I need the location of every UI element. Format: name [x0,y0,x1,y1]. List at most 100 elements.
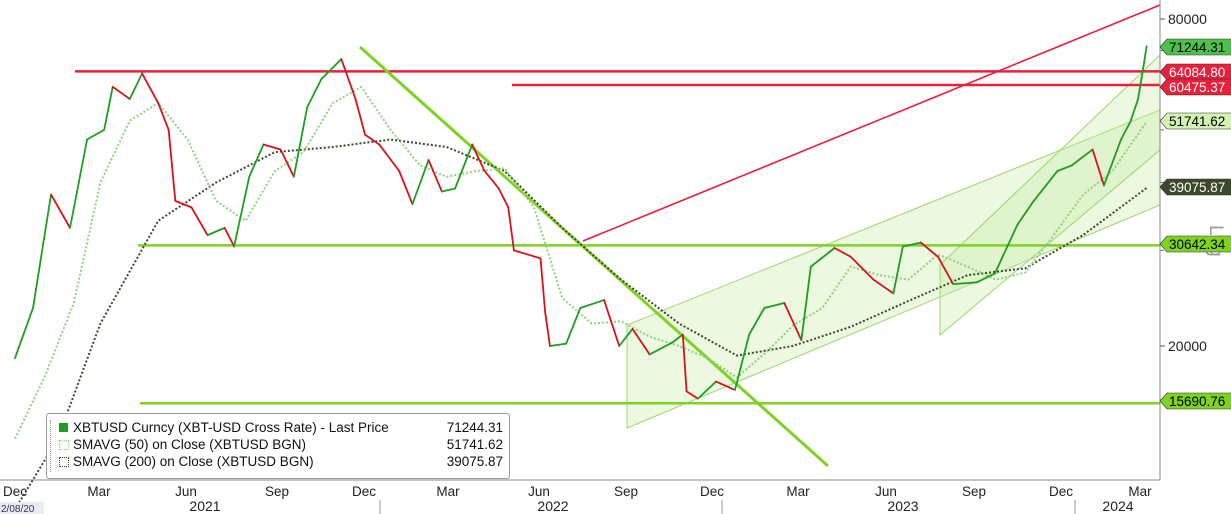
legend-grip [50,420,55,472]
price-tag-1 [1159,63,1231,81]
price-series [14,45,1148,511]
price-segment-26 [378,143,401,172]
price-segment-21 [306,78,323,109]
x-month-label-9: Mar [786,484,810,499]
price-segment-22 [320,58,343,81]
legend-row-price: XBTUSD Curncy (XBT-USD Cross Rate) - Las… [55,420,503,437]
price-segment-57 [809,247,836,268]
price-segment-9 [141,72,160,105]
price-segment-61 [892,245,904,295]
price-segment-23 [340,58,357,100]
price-tag-5 [1159,235,1231,253]
price-segment-3 [50,193,71,229]
legend-label-price: XBTUSD Curncy (XBT-USD Cross Rate) - Las… [73,420,389,435]
price-segment-70 [1056,164,1073,172]
legend-row-sma50: SMAVG (50) on Close (XBTUSD BGN) 51741.6… [55,437,503,454]
price-tag-0 [1159,38,1231,56]
price-segment-2 [32,193,52,309]
price-segment-45 [631,328,651,356]
price-tag-label-4: 39075.87 [1169,180,1225,195]
x-month-label-10: Jun [875,484,897,499]
start-date-label: 2/08/20 [1,504,35,514]
price-segment-11 [167,128,177,202]
price-segment-34 [497,187,510,209]
price-segment-60 [872,278,895,295]
price-segment-29 [427,159,443,193]
x-month-label-4: Dec [352,484,376,499]
price-segment-66 [975,272,996,284]
horizontal-levels [75,70,1160,405]
x-year-label-2: 2023 [887,498,918,514]
price-tag-label-2: 60475.37 [1169,80,1225,95]
price-segment-27 [398,170,414,205]
price-segment-47 [671,333,684,344]
price-segment-42 [579,299,605,309]
legend-row-sma200: SMAVG (200) on Close (XBTUSD BGN) 39075.… [55,454,503,471]
price-segment-50 [697,380,717,400]
price-segment-24 [354,98,366,136]
price-segment-19 [279,148,295,178]
price-segment-62 [901,241,922,248]
price-segment-31 [454,143,474,190]
sma200-line [14,138,1148,511]
price-segment-36 [513,249,529,256]
price-tag-label-0: 71244.31 [1169,40,1225,55]
price-tag-4 [1159,178,1231,196]
price-segment-17 [248,143,265,178]
price-tag-6 [1159,392,1231,410]
price-segment-69 [1032,170,1059,202]
x-month-label-5: Mar [436,484,460,499]
legend-value-sma50: 51741.62 [446,437,503,452]
start-date-bg [0,502,44,514]
price-segment-40 [549,342,568,347]
price-segment-13 [190,206,209,237]
x-month-label-8: Dec [700,484,724,499]
price-segment-18 [262,143,282,151]
sma50-line [14,85,1148,440]
legend-swatch-price [59,423,68,432]
price-segment-4 [69,138,88,229]
x-month-label-3: Sep [265,484,289,499]
downtrend-line [358,45,830,468]
price-segment-52 [734,333,751,391]
legend-value-price: 71244.31 [446,420,503,435]
price-segment-46 [648,341,674,356]
x-month-label-1: Mar [87,484,111,499]
price-segment-37 [526,253,542,260]
legend: XBTUSD Curncy (XBT-USD Cross Rate) - Las… [46,413,510,479]
legend-swatch-sma50 [59,440,69,450]
price-segment-10 [157,102,170,131]
price-segment-16 [233,175,251,248]
price-segment-43 [603,299,621,347]
x-month-label-11: Sep [962,484,986,499]
x-year-label-3: 2024 [1102,498,1133,514]
price-segment-55 [783,302,803,342]
price-segment-63 [919,241,939,258]
price-segment-8 [128,72,144,100]
price-segment-77 [1142,45,1148,66]
trend-channels [626,53,1161,429]
x-month-label-2: Jun [175,484,197,499]
price-tag-label-3: 51741.62 [1169,114,1225,129]
price-segment-65 [952,281,978,286]
price-segment-6 [103,85,114,131]
price-segment-28 [411,159,430,205]
price-tag-3 [1159,112,1231,130]
price-segment-25 [364,133,381,146]
price-segment-39 [544,312,551,347]
price-segment-30 [440,187,457,193]
uptrend-line [582,4,1161,242]
price-segment-76 [1137,63,1145,100]
price-segment-49 [685,390,699,400]
price-segment-74 [1120,120,1132,141]
price-tag-label-6: 15690.76 [1169,394,1225,409]
price-segment-58 [833,247,852,258]
price-segment-71 [1070,148,1094,167]
price-tag-label-1: 64084.80 [1169,65,1225,80]
price-segment-48 [681,333,688,393]
price-segment-5 [86,128,106,141]
price-tag-2 [1159,78,1231,96]
price-segment-72 [1091,148,1105,187]
